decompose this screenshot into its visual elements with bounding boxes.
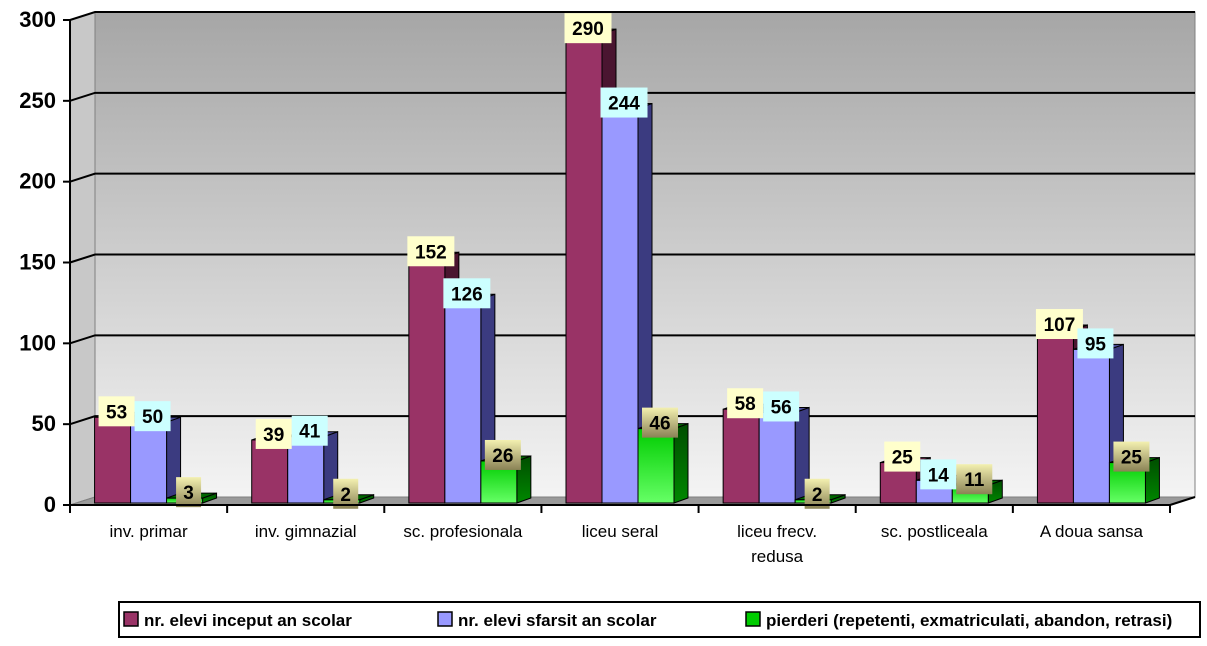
x-tick-label: sc. postliceala (881, 522, 988, 541)
data-label: 39 (263, 425, 284, 446)
data-label-box (98, 396, 135, 427)
data-label-box (333, 478, 359, 509)
data-label-box (176, 477, 202, 508)
gridline (69, 11, 1195, 21)
gridline (69, 334, 1195, 345)
data-label: 56 (771, 397, 792, 418)
bar-front (251, 439, 289, 504)
data-label: 58 (735, 394, 756, 415)
x-tick-label: A doua sansa (1040, 522, 1144, 541)
legend-swatch (745, 611, 761, 627)
bar-front (130, 421, 168, 504)
y-tick-label: 0 (44, 492, 56, 517)
data-label: 46 (649, 414, 670, 435)
bar-front (94, 416, 132, 504)
data-label: 2 (340, 485, 351, 506)
data-label: 11 (964, 470, 985, 491)
data-label-box (1035, 309, 1083, 340)
legend-swatch (123, 611, 139, 627)
data-label-box (484, 439, 521, 470)
x-tick-label: redusa (751, 547, 804, 566)
x-tick-label: liceu seral (582, 522, 659, 541)
bar-front (287, 436, 325, 504)
bar-front (637, 428, 675, 504)
data-label-box (884, 441, 921, 472)
bar-front (1036, 329, 1074, 504)
data-label-box (1113, 441, 1150, 472)
x-tick-label: inv. gimnazial (255, 522, 357, 541)
data-label-box (134, 401, 171, 432)
data-label-box (291, 415, 328, 446)
y-tick-label: 200 (19, 169, 56, 194)
data-label-box (600, 87, 648, 118)
data-label: 3 (183, 483, 194, 504)
legend-box (118, 601, 1201, 638)
data-label: 14 (928, 465, 950, 486)
data-label: 41 (299, 422, 321, 443)
data-label: 53 (106, 402, 127, 423)
data-label: 152 (415, 242, 447, 263)
bar-front (601, 108, 639, 504)
bar-front (758, 411, 796, 504)
y-tick-label: 300 (19, 7, 56, 32)
data-label-box (763, 391, 800, 422)
y-tick-label: 50 (32, 411, 56, 436)
legend-swatch (437, 611, 453, 627)
gridline (69, 253, 1195, 264)
bar-front (408, 256, 446, 504)
data-label-box (920, 459, 957, 490)
legend-label: pierderi (repetenti, exmatriculati, aban… (766, 611, 1172, 630)
data-label-box (407, 236, 455, 267)
data-label-box (804, 478, 830, 509)
bar (758, 406, 810, 504)
data-label-box (1077, 328, 1114, 359)
gridline (69, 415, 1195, 426)
bar-front (1072, 348, 1110, 504)
x-axis-depth (1169, 496, 1196, 506)
data-label-box (443, 278, 491, 309)
data-label: 126 (451, 284, 483, 305)
bar-front (565, 33, 603, 504)
data-label: 107 (1044, 315, 1076, 336)
bar (637, 422, 689, 504)
x-tick-label: inv. primar (110, 522, 188, 541)
x-tick-label: liceu frecv. (737, 522, 817, 541)
data-label: 2 (812, 485, 823, 506)
data-label-box (956, 464, 993, 495)
y-tick-label: 100 (19, 330, 56, 355)
legend-label: nr. elevi inceput an scolar (144, 611, 352, 630)
data-label: 244 (608, 94, 640, 115)
bar (287, 431, 339, 504)
gridline (69, 172, 1195, 183)
data-label-box (255, 418, 292, 449)
data-label-box (727, 388, 764, 419)
bar (601, 102, 653, 504)
data-label: 25 (892, 448, 914, 469)
data-label: 26 (492, 446, 513, 467)
bar-front (444, 298, 482, 504)
x-tick-label: sc. profesionala (403, 522, 523, 541)
data-label-box (642, 407, 678, 438)
legend-label: nr. elevi sfarsit an scolar (458, 611, 657, 630)
data-label-box (564, 13, 612, 44)
y-tick-label: 150 (19, 250, 56, 275)
bar-front (722, 408, 760, 504)
gridline (69, 91, 1195, 102)
data-label: 95 (1085, 334, 1107, 355)
data-label: 50 (142, 407, 163, 428)
y-tick-label: 250 (19, 88, 56, 113)
data-label: 25 (1121, 448, 1143, 469)
data-label: 290 (572, 19, 604, 40)
